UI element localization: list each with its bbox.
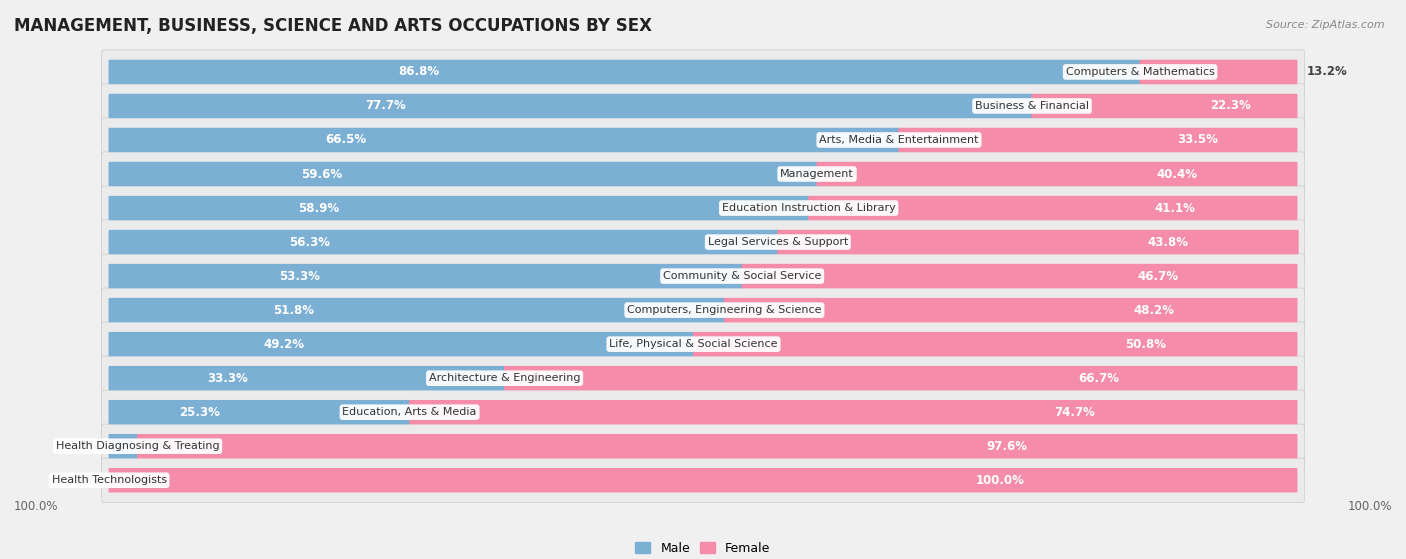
FancyBboxPatch shape (1032, 94, 1298, 118)
FancyBboxPatch shape (108, 366, 1298, 390)
FancyBboxPatch shape (136, 434, 1298, 458)
FancyBboxPatch shape (108, 196, 810, 220)
Text: 33.5%: 33.5% (1177, 134, 1218, 146)
FancyBboxPatch shape (108, 230, 779, 254)
Text: Computers, Engineering & Science: Computers, Engineering & Science (627, 305, 821, 315)
FancyBboxPatch shape (101, 50, 1305, 94)
FancyBboxPatch shape (101, 186, 1305, 230)
Text: 40.4%: 40.4% (1157, 168, 1198, 181)
Text: Arts, Media & Entertainment: Arts, Media & Entertainment (820, 135, 979, 145)
FancyBboxPatch shape (101, 118, 1305, 162)
FancyBboxPatch shape (108, 332, 695, 357)
FancyBboxPatch shape (108, 366, 505, 390)
FancyBboxPatch shape (108, 94, 1298, 118)
FancyBboxPatch shape (108, 264, 1298, 288)
FancyBboxPatch shape (108, 128, 1298, 152)
Text: 66.7%: 66.7% (1078, 372, 1119, 385)
FancyBboxPatch shape (108, 162, 1298, 186)
Text: Education Instruction & Library: Education Instruction & Library (721, 203, 896, 213)
Text: 86.8%: 86.8% (398, 65, 439, 78)
Text: Source: ZipAtlas.com: Source: ZipAtlas.com (1267, 20, 1385, 30)
FancyBboxPatch shape (1139, 60, 1298, 84)
FancyBboxPatch shape (108, 94, 1032, 118)
FancyBboxPatch shape (101, 458, 1305, 503)
FancyBboxPatch shape (101, 220, 1305, 264)
Text: 43.8%: 43.8% (1147, 235, 1188, 249)
FancyBboxPatch shape (108, 434, 1298, 458)
Text: 2.4%: 2.4% (67, 440, 100, 453)
Text: Legal Services & Support: Legal Services & Support (707, 237, 848, 247)
FancyBboxPatch shape (409, 400, 1298, 424)
FancyBboxPatch shape (101, 356, 1305, 400)
FancyBboxPatch shape (101, 424, 1305, 468)
Text: 100.0%: 100.0% (976, 474, 1025, 487)
Text: 51.8%: 51.8% (273, 304, 314, 316)
Text: 22.3%: 22.3% (1211, 100, 1251, 112)
Legend: Male, Female: Male, Female (630, 537, 776, 559)
FancyBboxPatch shape (101, 152, 1305, 196)
FancyBboxPatch shape (108, 230, 1298, 254)
Text: 66.5%: 66.5% (326, 134, 367, 146)
FancyBboxPatch shape (108, 400, 1298, 424)
FancyBboxPatch shape (693, 332, 1298, 357)
Text: Health Diagnosing & Treating: Health Diagnosing & Treating (56, 441, 219, 451)
FancyBboxPatch shape (108, 468, 1298, 492)
FancyBboxPatch shape (101, 322, 1305, 366)
Text: Business & Financial: Business & Financial (974, 101, 1090, 111)
FancyBboxPatch shape (108, 60, 1298, 84)
Text: 13.2%: 13.2% (1306, 65, 1347, 78)
FancyBboxPatch shape (898, 128, 1298, 152)
Text: 53.3%: 53.3% (278, 269, 319, 283)
FancyBboxPatch shape (808, 196, 1298, 220)
FancyBboxPatch shape (108, 434, 138, 458)
FancyBboxPatch shape (108, 264, 742, 288)
Text: MANAGEMENT, BUSINESS, SCIENCE AND ARTS OCCUPATIONS BY SEX: MANAGEMENT, BUSINESS, SCIENCE AND ARTS O… (14, 17, 652, 35)
Text: 50.8%: 50.8% (1126, 338, 1167, 350)
Text: 97.6%: 97.6% (987, 440, 1028, 453)
Text: 74.7%: 74.7% (1054, 406, 1095, 419)
FancyBboxPatch shape (108, 468, 1298, 492)
FancyBboxPatch shape (101, 84, 1305, 128)
Text: Architecture & Engineering: Architecture & Engineering (429, 373, 581, 383)
Text: Community & Social Service: Community & Social Service (664, 271, 821, 281)
FancyBboxPatch shape (108, 128, 900, 152)
Text: Management: Management (780, 169, 853, 179)
Text: 46.7%: 46.7% (1137, 269, 1178, 283)
FancyBboxPatch shape (778, 230, 1299, 254)
FancyBboxPatch shape (101, 254, 1305, 298)
FancyBboxPatch shape (724, 298, 1298, 323)
Text: 100.0%: 100.0% (14, 500, 59, 513)
FancyBboxPatch shape (101, 288, 1305, 332)
FancyBboxPatch shape (108, 60, 1140, 84)
Text: 58.9%: 58.9% (298, 202, 339, 215)
Text: Health Technologists: Health Technologists (52, 475, 167, 485)
Text: 49.2%: 49.2% (264, 338, 305, 350)
Text: 41.1%: 41.1% (1154, 202, 1195, 215)
Text: 77.7%: 77.7% (366, 100, 406, 112)
FancyBboxPatch shape (108, 332, 1298, 357)
Text: Life, Physical & Social Science: Life, Physical & Social Science (609, 339, 778, 349)
FancyBboxPatch shape (101, 390, 1305, 434)
FancyBboxPatch shape (108, 162, 818, 186)
Text: 48.2%: 48.2% (1133, 304, 1174, 316)
Text: 56.3%: 56.3% (290, 235, 330, 249)
FancyBboxPatch shape (108, 400, 411, 424)
FancyBboxPatch shape (108, 298, 1298, 323)
Text: 25.3%: 25.3% (179, 406, 219, 419)
FancyBboxPatch shape (503, 366, 1298, 390)
FancyBboxPatch shape (108, 298, 725, 323)
Text: 33.3%: 33.3% (207, 372, 247, 385)
Text: 59.6%: 59.6% (301, 168, 342, 181)
FancyBboxPatch shape (741, 264, 1298, 288)
Text: 100.0%: 100.0% (1347, 500, 1392, 513)
FancyBboxPatch shape (817, 162, 1298, 186)
FancyBboxPatch shape (108, 196, 1298, 220)
Text: Computers & Mathematics: Computers & Mathematics (1066, 67, 1215, 77)
Text: 0.0%: 0.0% (67, 474, 100, 487)
Text: Education, Arts & Media: Education, Arts & Media (343, 407, 477, 417)
